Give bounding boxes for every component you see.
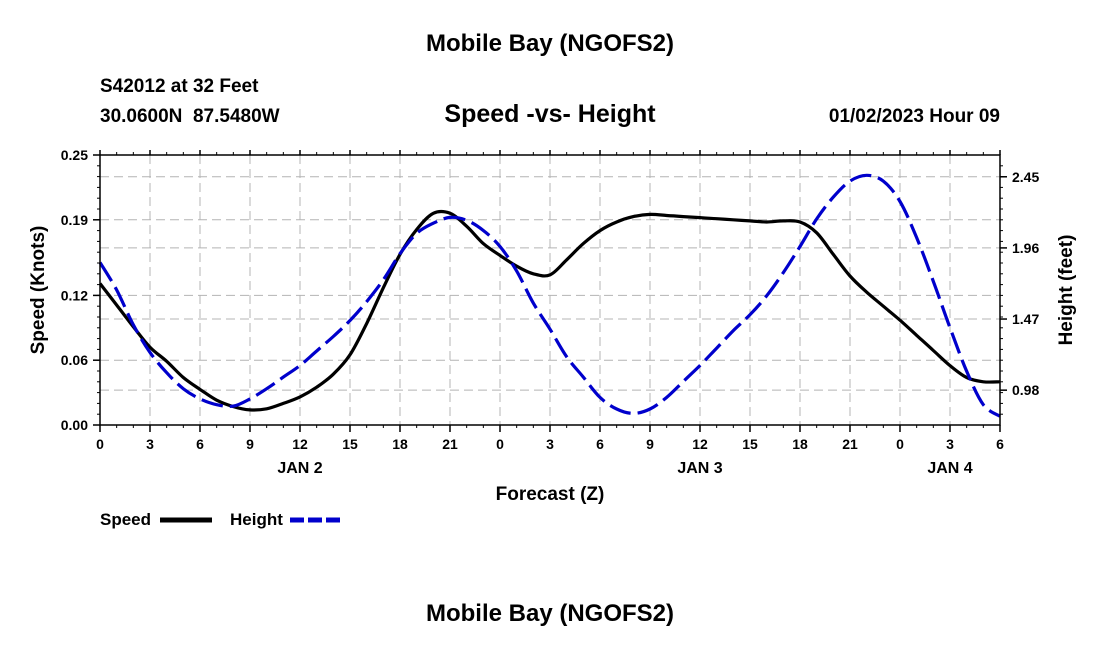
date-label: JAN 3 [677,460,722,477]
x-tick-label: 0 [896,436,904,452]
x-tick-label: 15 [342,436,358,452]
chart-subtitle: Speed -vs- Height [444,100,656,128]
x-tick-label: 18 [792,436,808,452]
y-tick-label-left: 0.00 [61,417,88,433]
forecast-datetime: 01/02/2023 Hour 09 [828,106,1000,127]
series-line-height [98,173,1001,418]
series-line-speed [98,209,1001,412]
coordinates-label: 30.0600N 87.5480W [100,106,280,127]
x-tick-label: 6 [596,436,604,452]
date-label: JAN 4 [927,460,972,477]
y-tick-label-right: 0.98 [1012,382,1039,398]
legend-label-speed: Speed [100,510,151,529]
x-tick-label: 9 [646,436,654,452]
x-tick-label: 3 [146,436,154,452]
x-tick-label: 12 [692,436,708,452]
legend-label-height: Height [230,510,283,529]
x-tick-label: 6 [996,436,1004,452]
x-tick-label: 0 [496,436,504,452]
y-tick-label-right: 1.96 [1012,240,1039,256]
y-tick-label-left: 0.12 [61,287,88,303]
x-tick-label: 6 [196,436,204,452]
y-tick-label-right: 2.45 [1012,169,1039,185]
x-tick-label: 9 [246,436,254,452]
x-tick-label: 3 [546,436,554,452]
bottom-title: Mobile Bay (NGOFS2) [425,600,675,627]
station-label: S42012 at 32 Feet [100,76,259,97]
top-title: Mobile Bay (NGOFS2) [425,30,675,57]
grid-layer [100,155,1000,425]
x-tick-label: 18 [392,436,408,452]
y-tick-label-left: 0.06 [61,352,88,368]
date-label: JAN 2 [277,460,322,477]
x-tick-label: 21 [842,436,858,452]
x-tick-label: 3 [946,436,954,452]
legend: Speed Height [100,510,342,529]
x-tick-label: 0 [96,436,104,452]
y-axis-label-left: Speed (Knots) [28,226,49,355]
x-axis-label: Forecast (Z) [496,484,605,505]
y-tick-label-left: 0.25 [61,147,88,163]
series-layer [98,173,1001,418]
y-axis-label-right: Height (feet) [1056,235,1077,346]
x-tick-label: 12 [292,436,308,452]
y-tick-label-left: 0.19 [61,212,88,228]
x-tick-label: 15 [742,436,758,452]
x-tick-label: 21 [442,436,458,452]
axis-layer: 0 3 6 9 12 15 18 21 0 3 6 9 12 15 18 21 0 3 6 JAN 2 JAN 3 JAN… [61,147,1040,477]
y-tick-label-right: 1.47 [1012,311,1039,327]
